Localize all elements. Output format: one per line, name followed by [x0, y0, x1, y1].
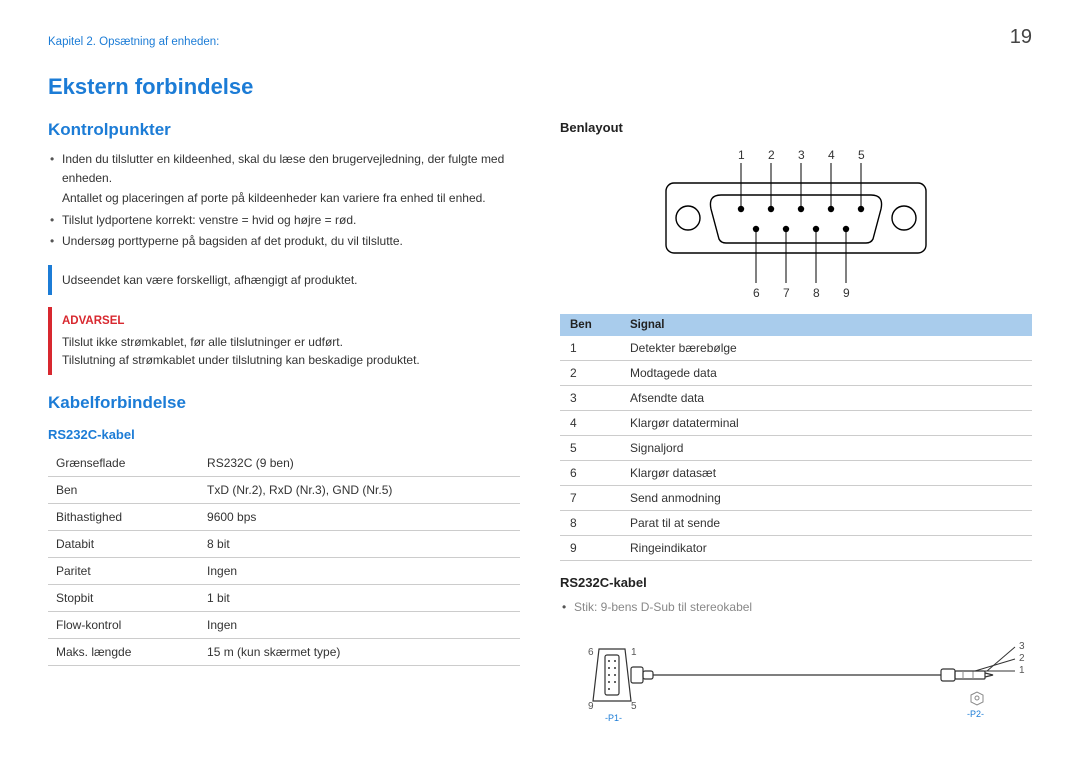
- breadcrumb: Kapitel 2. Opsætning af enheden:: [48, 36, 1032, 48]
- pin-signal: Klargør datasæt: [620, 461, 1032, 486]
- cable-label-2: 2: [1019, 653, 1025, 664]
- bullet-text: Inden du tilslutter en kildeenhed, skal …: [62, 152, 504, 185]
- pin-signal: Ringeindikator: [620, 536, 1032, 561]
- table-row: 5Signaljord: [560, 436, 1032, 461]
- spec-key: Grænseflade: [48, 450, 199, 477]
- pin-top-label: 1: [738, 148, 745, 162]
- table-row: 8Parat til at sende: [560, 511, 1032, 536]
- spec-value: 15 m (kun skærmet type): [199, 639, 520, 666]
- cable-label-p2: -P2-: [967, 709, 984, 719]
- warning-line: Tilslut ikke strømkablet, før alle tilsl…: [62, 333, 510, 351]
- pin-top-label: 4: [828, 148, 835, 162]
- kontrol-bullets: Inden du tilslutter en kildeenhed, skal …: [48, 150, 520, 251]
- pin-number: 9: [560, 536, 620, 561]
- pin-header-ben: Ben: [560, 314, 620, 336]
- pin-top-label: 2: [768, 148, 775, 162]
- pin-number: 7: [560, 486, 620, 511]
- pin-number: 2: [560, 361, 620, 386]
- pin-signal: Send anmodning: [620, 486, 1032, 511]
- right-column: Benlayout 12345 6789 Ben Si: [560, 120, 1032, 731]
- spec-key: Bithastighed: [48, 504, 199, 531]
- table-row: Maks. længde15 m (kun skærmet type): [48, 639, 520, 666]
- kontrol-heading: Kontrolpunkter: [48, 120, 520, 140]
- spec-value: Ingen: [199, 558, 520, 585]
- cable-diagram: 6 1 9 5 -P1-: [560, 631, 1032, 731]
- cable-label-3: 3: [1019, 641, 1025, 652]
- cable-label-1: 1: [631, 647, 637, 658]
- pin-signal: Modtagede data: [620, 361, 1032, 386]
- bullet-subtext: Antallet og placeringen af porte på kild…: [62, 189, 520, 208]
- pin-signal: Parat til at sende: [620, 511, 1032, 536]
- table-row: Databit8 bit: [48, 531, 520, 558]
- spec-value: RS232C (9 ben): [199, 450, 520, 477]
- pinlayout-heading: Benlayout: [560, 120, 1032, 135]
- pin-signal: Signaljord: [620, 436, 1032, 461]
- section-title: Ekstern forbindelse: [48, 74, 1032, 100]
- pin-bottom-label: 9: [843, 286, 850, 300]
- spec-key: Paritet: [48, 558, 199, 585]
- pin-signal: Klargør dataterminal: [620, 411, 1032, 436]
- page-number: 19: [1010, 26, 1032, 49]
- note-callout: Udseendet kan være forskelligt, afhængig…: [48, 265, 520, 295]
- list-item: Stik: 9-bens D-Sub til stereokabel: [560, 598, 1032, 617]
- pin-number: 6: [560, 461, 620, 486]
- pin-header-signal: Signal: [620, 314, 1032, 336]
- spec-value: Ingen: [199, 612, 520, 639]
- pin-number: 1: [560, 336, 620, 361]
- spec-key: Flow-kontrol: [48, 612, 199, 639]
- cable-label-p1: -P1-: [605, 713, 622, 723]
- table-row: 7Send anmodning: [560, 486, 1032, 511]
- table-row: Bithastighed9600 bps: [48, 504, 520, 531]
- pin-number: 5: [560, 436, 620, 461]
- pin-number: 3: [560, 386, 620, 411]
- spec-key: Ben: [48, 477, 199, 504]
- table-row: ParitetIngen: [48, 558, 520, 585]
- table-row: 3Afsendte data: [560, 386, 1032, 411]
- table-row: 4Klargør dataterminal: [560, 411, 1032, 436]
- pin-number: 8: [560, 511, 620, 536]
- warning-label: ADVARSEL: [62, 313, 510, 330]
- pin-top-label: 3: [798, 148, 805, 162]
- spec-value: TxD (Nr.2), RxD (Nr.3), GND (Nr.5): [199, 477, 520, 504]
- cable-heading: RS232C-kabel: [560, 575, 1032, 590]
- dsub-diagram: 1 2 3 4 5 6 7 8 9: [560, 143, 1032, 308]
- cable-label-5: 5: [631, 701, 637, 712]
- kabel-subheading: RS232C-kabel: [48, 427, 520, 442]
- table-row: 6Klargør datasæt: [560, 461, 1032, 486]
- cable-bullets: Stik: 9-bens D-Sub til stereokabel: [560, 598, 1032, 617]
- list-item: Undersøg porttyperne på bagsiden af det …: [48, 232, 520, 251]
- pin-signal: Afsendte data: [620, 386, 1032, 411]
- table-row: Stopbit1 bit: [48, 585, 520, 612]
- cable-label-1r: 1: [1019, 665, 1025, 676]
- pin-table: Ben Signal 1Detekter bærebølge2Modtagede…: [560, 314, 1032, 561]
- pin-signal: Detekter bærebølge: [620, 336, 1032, 361]
- spec-key: Maks. længde: [48, 639, 199, 666]
- kabel-heading: Kabelforbindelse: [48, 393, 520, 413]
- cable-label-9: 9: [588, 701, 594, 712]
- table-row: BenTxD (Nr.2), RxD (Nr.3), GND (Nr.5): [48, 477, 520, 504]
- table-row: 1Detekter bærebølge: [560, 336, 1032, 361]
- table-row: 9Ringeindikator: [560, 536, 1032, 561]
- table-row: Flow-kontrolIngen: [48, 612, 520, 639]
- cable-label-6: 6: [588, 647, 594, 658]
- list-item: Tilslut lydportene korrekt: venstre = hv…: [48, 211, 520, 230]
- spec-value: 9600 bps: [199, 504, 520, 531]
- pin-top-label: 5: [858, 148, 865, 162]
- pin-number: 4: [560, 411, 620, 436]
- list-item: Inden du tilslutter en kildeenhed, skal …: [48, 150, 520, 208]
- spec-key: Databit: [48, 531, 199, 558]
- spec-key: Stopbit: [48, 585, 199, 612]
- spec-value: 8 bit: [199, 531, 520, 558]
- pin-bottom-label: 8: [813, 286, 820, 300]
- warning-line: Tilslutning af strømkablet under tilslut…: [62, 351, 510, 369]
- spec-table: GrænsefladeRS232C (9 ben)BenTxD (Nr.2), …: [48, 450, 520, 666]
- spec-value: 1 bit: [199, 585, 520, 612]
- pin-bottom-label: 7: [783, 286, 790, 300]
- left-column: Kontrolpunkter Inden du tilslutter en ki…: [48, 120, 520, 731]
- warning-callout: ADVARSEL Tilslut ikke strømkablet, før a…: [48, 307, 520, 375]
- table-row: GrænsefladeRS232C (9 ben): [48, 450, 520, 477]
- table-row: 2Modtagede data: [560, 361, 1032, 386]
- pin-bottom-label: 6: [753, 286, 760, 300]
